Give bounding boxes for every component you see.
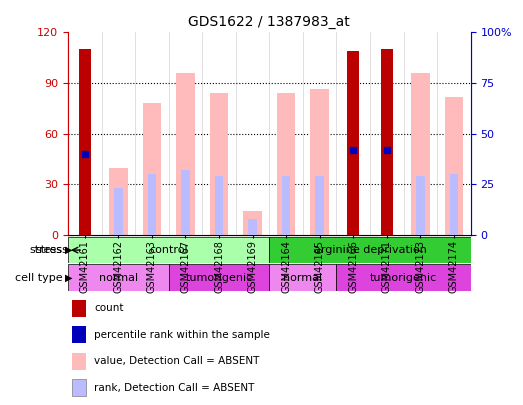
Bar (411, 73, 429, 235)
Bar (282, 176, 290, 235)
Bar (79, 49, 90, 235)
Text: cell type: cell type (15, 273, 63, 283)
Bar (72, 353, 86, 370)
Text: value, Detection Call = ABSENT: value, Detection Call = ABSENT (94, 356, 259, 366)
Bar (72, 300, 86, 317)
Bar (147, 174, 156, 235)
Text: tumorigenic: tumorigenic (185, 273, 253, 283)
Bar (243, 211, 262, 235)
Bar (336, 264, 471, 291)
Text: control: control (150, 245, 188, 255)
Bar (315, 176, 324, 235)
Text: tumorigenic: tumorigenic (370, 273, 437, 283)
Text: ▶: ▶ (65, 273, 73, 283)
Bar (269, 264, 336, 291)
Bar (68, 264, 168, 291)
Text: percentile rank within the sample: percentile rank within the sample (94, 330, 270, 340)
Title: GDS1622 / 1387983_at: GDS1622 / 1387983_at (188, 15, 350, 29)
Text: rank, Detection Call = ABSENT: rank, Detection Call = ABSENT (94, 383, 255, 393)
Text: arginine deprivation: arginine deprivation (314, 245, 426, 255)
Bar (210, 93, 228, 235)
Bar (143, 103, 161, 235)
Bar (311, 89, 329, 235)
Bar (68, 237, 269, 263)
Bar (269, 237, 471, 263)
Text: ▶: ▶ (65, 245, 73, 255)
Text: normal: normal (99, 273, 138, 283)
Bar (450, 174, 458, 235)
Bar (168, 264, 269, 291)
Text: stress: stress (35, 245, 68, 255)
Bar (181, 170, 190, 235)
Bar (381, 49, 393, 235)
Bar (416, 176, 425, 235)
Text: stress: stress (30, 245, 63, 255)
Text: normal: normal (283, 273, 323, 283)
Bar (109, 168, 128, 235)
Bar (72, 379, 86, 396)
Text: count: count (94, 303, 123, 313)
Bar (114, 188, 122, 235)
Bar (277, 93, 295, 235)
Bar (445, 97, 463, 235)
Bar (215, 176, 223, 235)
Bar (176, 73, 195, 235)
Bar (72, 326, 86, 343)
Bar (347, 51, 359, 235)
Bar (248, 219, 257, 235)
